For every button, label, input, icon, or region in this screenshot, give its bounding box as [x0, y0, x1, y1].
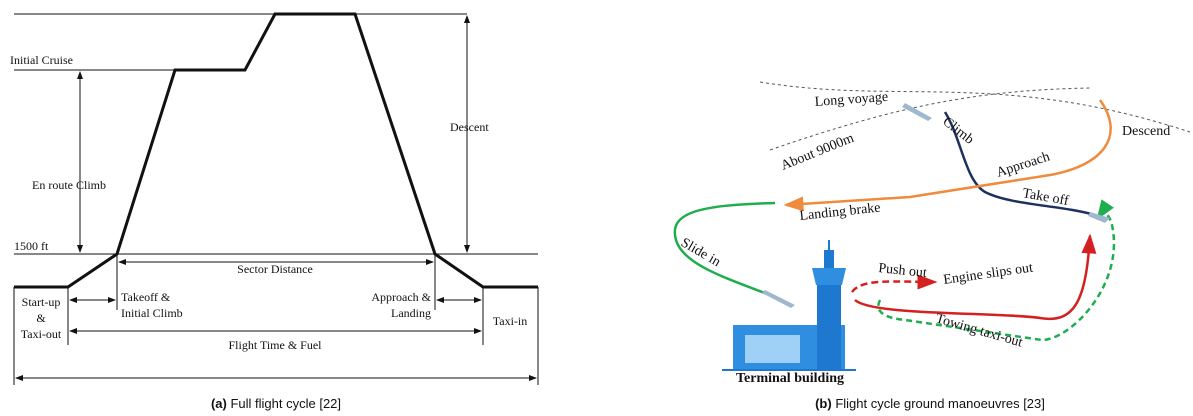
label: Push out [878, 261, 928, 281]
label: Terminal building [736, 371, 844, 386]
label: Towing taxi-out [934, 311, 1024, 350]
label: & [36, 311, 46, 325]
label: Takeoff & [121, 290, 171, 304]
caption-tag: (a) [211, 396, 227, 411]
figure: Initial Cruise En route Climb 1500 ft De… [0, 0, 1193, 416]
caption: (b) Flight cycle ground manoeuvres [23] [815, 396, 1045, 411]
caption-text: Full flight cycle [22] [230, 396, 341, 411]
label: Start-up [22, 295, 61, 309]
label: 1500 ft [14, 239, 49, 253]
label: Initial Cruise [10, 53, 73, 67]
label: En route Climb [32, 178, 106, 192]
label: Descend [1122, 124, 1170, 139]
label: Flight Time & Fuel [228, 338, 322, 352]
label: Approach & [371, 290, 431, 304]
label: About 9000m [779, 131, 856, 174]
label: Engine slips out [942, 261, 1034, 288]
label: Taxi-out [21, 327, 62, 341]
label: Sector Distance [237, 262, 313, 276]
label: Landing [391, 306, 431, 320]
label: Initial Climb [121, 306, 183, 320]
caption: (a) Full flight cycle [22] [211, 396, 341, 411]
label: Long voyage [814, 90, 888, 110]
caption-text: Flight cycle ground manoeuvres [23] [835, 396, 1045, 411]
label: Descent [450, 120, 489, 134]
caption-tag: (b) [815, 396, 832, 411]
flight-profile [14, 14, 538, 385]
label: Taxi-in [493, 314, 527, 328]
manoeuvre-diagram [675, 82, 1190, 370]
